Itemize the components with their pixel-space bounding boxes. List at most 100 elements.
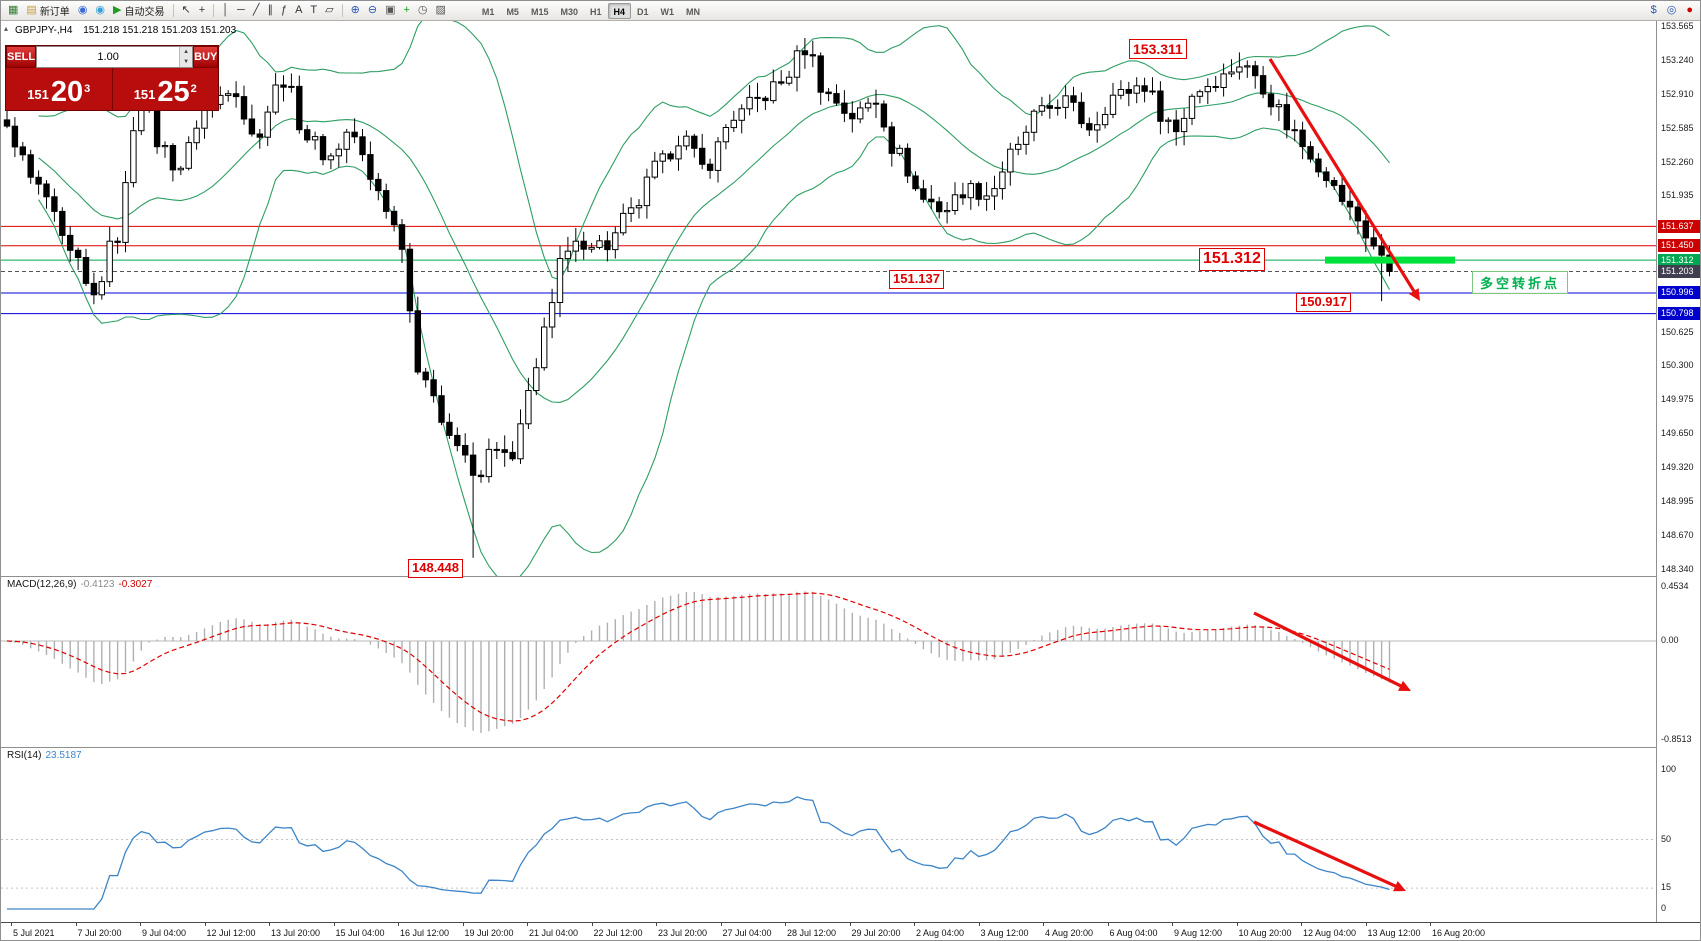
cursor-tool[interactable]: ↖ — [178, 2, 195, 19]
time-axis-label: 16 Jul 12:00 — [400, 928, 450, 938]
deposit-icon[interactable]: $ — [1647, 2, 1661, 19]
new-order-button[interactable]: ▤ 新订单 — [22, 2, 73, 19]
timeframe-H1[interactable]: H1 — [589, 6, 602, 17]
crosshair-tool[interactable]: + — [195, 2, 209, 19]
strategy-tester-button[interactable]: ◉ — [91, 2, 109, 19]
time-axis-tick — [1430, 923, 1431, 926]
main-chart-canvas[interactable] — [1, 21, 1656, 576]
price-annotation[interactable]: 151.137 — [889, 270, 944, 289]
timeframe-W1[interactable]: W1 — [660, 6, 675, 17]
sell-price-prefix: 151 — [27, 87, 49, 102]
macd-histogram — [14, 591, 1391, 733]
templates-button[interactable]: ▨ — [432, 2, 450, 19]
trendline-tool[interactable]: ╱ — [249, 2, 264, 19]
time-axis-label: 28 Jul 12:00 — [787, 928, 837, 938]
time-axis-label: 27 Jul 04:00 — [722, 928, 772, 938]
periods-button[interactable]: ◷ — [414, 2, 432, 19]
channel-tool-icon: ∥ — [267, 4, 273, 16]
new-chart-button[interactable]: ▦ — [4, 2, 22, 19]
sell-price-display[interactable]: 151 20 3 — [6, 68, 112, 110]
zoom-out-button[interactable]: ⊖ — [364, 2, 381, 19]
tile-windows-button[interactable]: ▣ — [381, 2, 399, 19]
toolbar-button-groups: ▦ ▤ 新订单 ◉ ◉ ▶ 自动交易 ↖ + │ ─ ╱ ∥ ƒ A T ▱ ⊕ ⊖ ▣ + ◷ ▨ — [4, 2, 450, 19]
text-tool[interactable]: A — [291, 2, 306, 19]
macd-axis-label: 0.4534 — [1661, 581, 1689, 591]
price-annotation[interactable]: 150.917 — [1296, 293, 1351, 312]
indicators-button[interactable]: + — [399, 2, 413, 19]
vertical-line-tool-icon: │ — [222, 4, 230, 16]
record-icon[interactable]: ● — [1682, 2, 1697, 19]
timeframe-M30[interactable]: M30 — [560, 6, 578, 17]
time-axis-label: 9 Aug 12:00 — [1174, 928, 1223, 938]
price-annotation[interactable]: 148.448 — [408, 559, 463, 578]
time-axis-tick — [204, 923, 206, 926]
shapes-tool[interactable]: ▱ — [321, 2, 337, 19]
sell-button[interactable]: SELL — [6, 46, 37, 68]
time-axis-label: 3 Aug 12:00 — [980, 928, 1029, 938]
price-axis-label: 148.995 — [1661, 496, 1694, 506]
terminal-button[interactable]: ◉ — [74, 2, 92, 19]
vertical-line-tool[interactable]: │ — [218, 2, 233, 19]
time-axis-tick — [140, 923, 141, 926]
zoom-in-button-icon: ⊕ — [350, 4, 360, 16]
timeframe-D1[interactable]: D1 — [637, 6, 649, 17]
chart-symbol-period: GBPJPY-,H4 — [15, 25, 73, 36]
lot-increase-button[interactable]: ▲ — [180, 47, 193, 57]
trend-arrow-rsi[interactable] — [1253, 820, 1404, 891]
timeframe-M15[interactable]: M15 — [530, 6, 549, 17]
price-tag: 150.798 — [1658, 307, 1700, 320]
trend-arrow-main-head — [1409, 288, 1420, 301]
label-tool[interactable]: T — [306, 2, 321, 19]
record-icon-glyph: ● — [1686, 4, 1693, 16]
fibonacci-tool[interactable]: ƒ — [277, 2, 291, 19]
price-axis-label: 149.650 — [1661, 428, 1694, 438]
time-axis-label: 29 Jul 20:00 — [851, 928, 901, 938]
buy-button[interactable]: BUY — [193, 46, 219, 68]
pivot-note-label[interactable]: 多空转折点 — [1472, 271, 1569, 294]
pivot-highlight-bar[interactable] — [1325, 256, 1455, 264]
price-annotation[interactable]: 151.312 — [1199, 248, 1265, 271]
time-axis-tick — [1107, 923, 1109, 926]
lot-spinner: ▲ ▼ — [179, 47, 193, 67]
timeframe-MN[interactable]: MN — [686, 6, 701, 17]
time-axis-label: 2 Aug 04:00 — [916, 928, 965, 938]
time-axis-label: 6 Aug 04:00 — [1109, 928, 1158, 938]
price-axis-label: 149.975 — [1661, 394, 1694, 404]
trend-arrow-rsi-head — [1393, 881, 1406, 892]
new-order-button-label: 新订单 — [39, 7, 70, 18]
terminal-button-icon: ◉ — [77, 4, 88, 16]
trend-arrow-main[interactable] — [1268, 58, 1420, 299]
panel-collapse-icon[interactable]: ▴ — [4, 24, 9, 33]
buy-price-display[interactable]: 151 25 2 — [111, 68, 219, 110]
lot-size-input[interactable] — [37, 47, 180, 67]
autotrade-button-icon: ▶ — [113, 4, 122, 16]
price-tag: 151.637 — [1658, 220, 1700, 233]
time-axis[interactable]: 5 Jul 2021 7 Jul 20:00 9 Jul 04:00 12 Jul 1… — [1, 922, 1700, 940]
time-axis-label: 23 Jul 20:00 — [658, 928, 708, 938]
timeframe-H4[interactable]: H4 — [607, 2, 632, 19]
crosshair-tool-icon: + — [198, 4, 206, 16]
toolbar-separator — [341, 4, 343, 17]
time-axis-label: 9 Jul 04:00 — [142, 928, 187, 938]
deposit-icon-glyph: $ — [1650, 4, 1657, 16]
timeframe-M1[interactable]: M1 — [481, 6, 495, 17]
time-axis-tick — [1236, 923, 1238, 926]
price-annotation[interactable]: 153.311 — [1129, 39, 1187, 60]
horizontal-line-tool[interactable]: ─ — [233, 2, 249, 19]
lot-decrease-button[interactable]: ▼ — [180, 57, 193, 67]
channel-tool[interactable]: ∥ — [263, 2, 277, 19]
rsi-axis-label: 15 — [1661, 882, 1672, 892]
rsi-canvas[interactable] — [1, 748, 1656, 923]
zoom-in-button[interactable]: ⊕ — [347, 2, 364, 19]
autotrade-button[interactable]: ▶ 自动交易 — [109, 2, 168, 19]
time-axis-label: 13 Jul 20:00 — [271, 928, 321, 938]
time-axis-tick — [914, 923, 915, 926]
price-axis-label: 153.565 — [1661, 21, 1694, 31]
candles — [3, 38, 1393, 558]
templates-button-icon: ▨ — [435, 4, 446, 16]
macd-canvas[interactable] — [1, 577, 1656, 748]
price-axis[interactable]: 153.565 153.240 152.910 152.585 152.260 151.9… — [1656, 21, 1700, 922]
search-icon[interactable]: ◎ — [1663, 2, 1681, 19]
trend-arrow-macd[interactable] — [1253, 611, 1409, 691]
timeframe-M5[interactable]: M5 — [506, 6, 519, 17]
